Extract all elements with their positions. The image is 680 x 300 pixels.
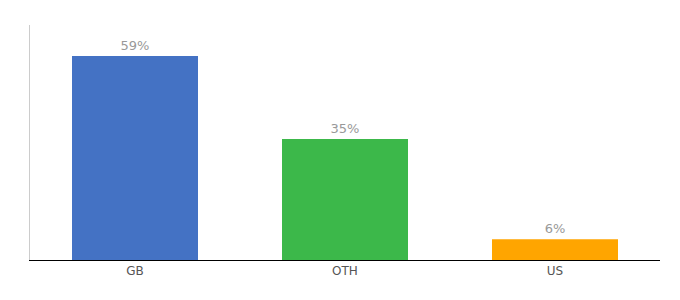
- svg-text:GB: GB: [126, 264, 144, 278]
- svg-text:59%: 59%: [121, 38, 150, 53]
- svg-text:US: US: [547, 264, 563, 278]
- svg-text:35%: 35%: [331, 121, 360, 136]
- svg-text:6%: 6%: [545, 221, 566, 236]
- svg-text:OTH: OTH: [332, 264, 358, 278]
